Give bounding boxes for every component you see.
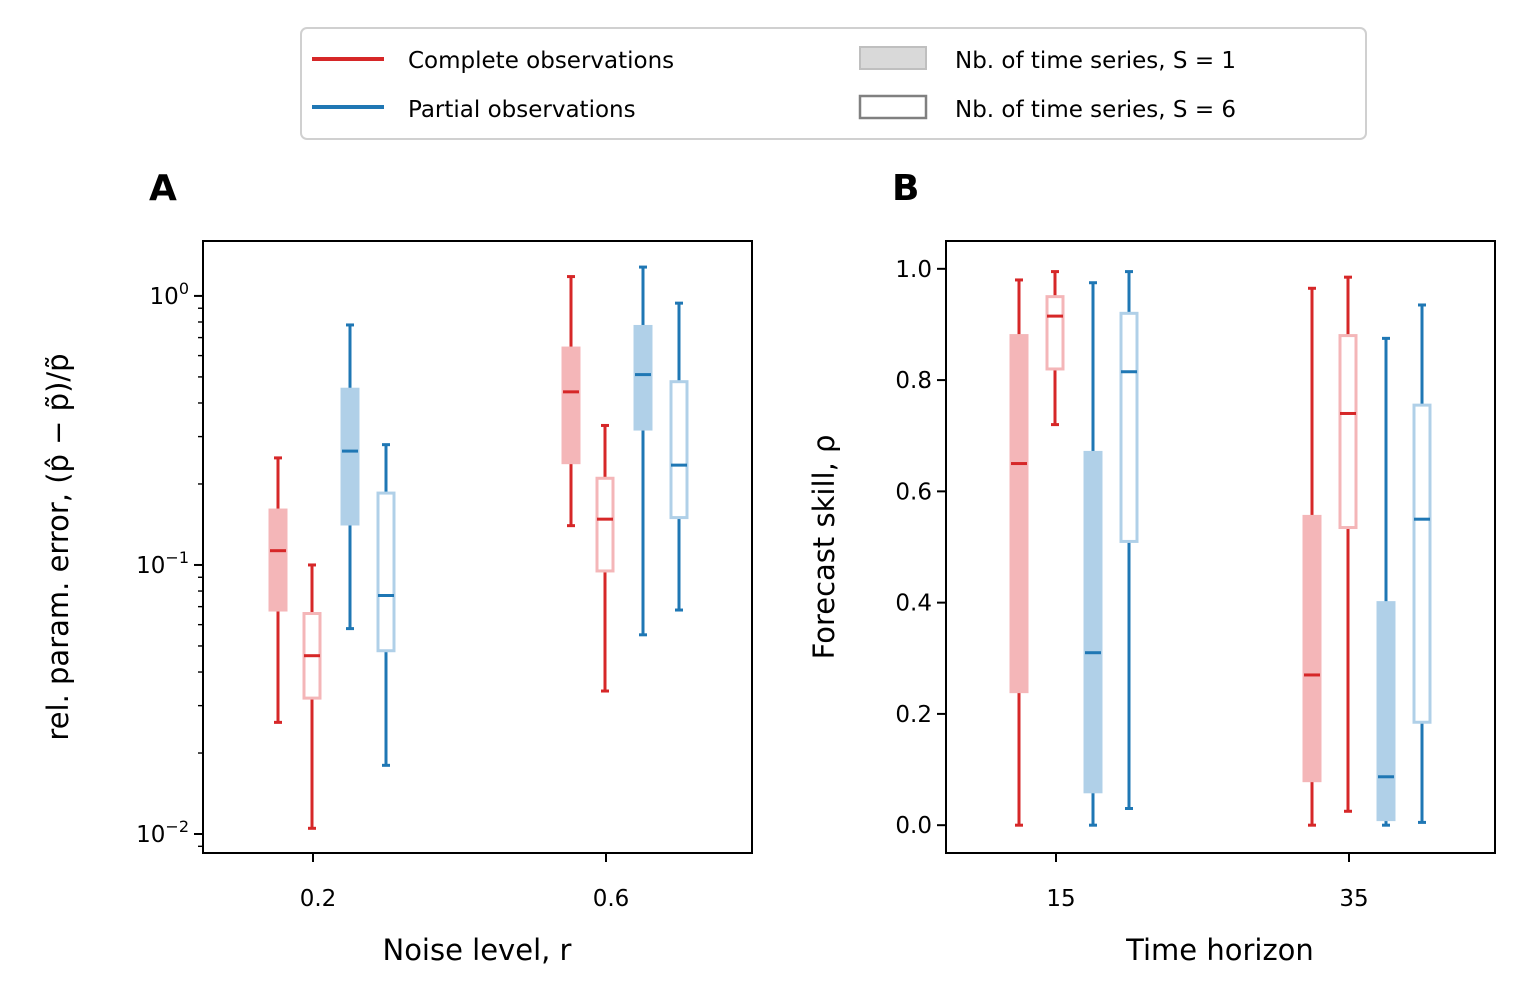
legend-label-s1: Nb. of time series, S = 1 (955, 48, 1236, 74)
complete-box-s1 (561, 275, 581, 528)
complete-box-s6 (595, 423, 615, 693)
partial-box-s6 (669, 301, 689, 612)
legend-label-complete: Complete observations (408, 48, 674, 74)
iqr-box (1045, 295, 1065, 371)
y-tick-label: 10−1 (136, 548, 189, 579)
y-tick-label: 0.6 (895, 479, 932, 505)
iqr-box (1302, 514, 1322, 783)
x-tick-label: 35 (1339, 886, 1368, 912)
iqr-box (1009, 334, 1029, 694)
iqr-box (1412, 403, 1432, 724)
iqr-box (1376, 601, 1396, 822)
x-tick-label: 0.2 (300, 886, 337, 912)
panel-b: B 0.00.20.40.60.81.0 15 35 Time horizon F… (807, 168, 1496, 967)
complete-box-s6 (1045, 270, 1065, 427)
iqr-box (268, 508, 288, 612)
panel-a-boxes (268, 265, 689, 830)
complete-box-s1 (1009, 278, 1029, 827)
panel-a-x-axis-title: Noise level, r (383, 933, 572, 967)
iqr-box (376, 491, 396, 653)
legend-frame (300, 27, 1367, 140)
panel-a-x-ticks: 0.2 0.6 (300, 853, 630, 912)
y-tick-label: 100 (150, 279, 189, 310)
y-tick-label: 0.4 (895, 591, 932, 617)
complete-box-s1 (1302, 286, 1322, 827)
legend-swatch-filled (859, 46, 927, 70)
panel-letter-a: A (149, 168, 177, 209)
complete-box-s6 (1338, 275, 1358, 813)
y-tick-label: 10−2 (136, 817, 189, 848)
panel-b-y-ticks: 0.0 0.2 0.4 0.6 0.8 1.0 (895, 257, 946, 839)
panel-a-frame (202, 240, 753, 854)
panel-a-y-axis-title: rel. param. error, (p̂ − p̃)/p̃ (41, 353, 75, 740)
partial-box-s1 (1083, 281, 1103, 827)
partial-box-s1 (1376, 336, 1396, 827)
iqr-box (669, 380, 689, 520)
partial-box-s1 (633, 265, 653, 637)
y-tick-exponent: −2 (165, 817, 189, 836)
y-tick-label: 0.0 (895, 813, 932, 839)
panel-b-x-axis-title: Time horizon (1125, 933, 1314, 967)
panel-b-x-ticks: 15 35 (1046, 853, 1369, 912)
partial-box-s6 (376, 443, 396, 767)
y-tick-base: 10 (136, 553, 165, 579)
complete-box-s6 (302, 563, 322, 830)
panel-b-frame (945, 240, 1496, 854)
x-tick-label: 0.6 (593, 886, 630, 912)
iqr-box (561, 346, 581, 465)
y-tick-label: 0.8 (895, 368, 932, 394)
partial-box-s6 (1412, 303, 1432, 824)
y-tick-label: 0.2 (895, 702, 932, 728)
iqr-box (595, 476, 615, 573)
panel-b-boxes (1009, 270, 1432, 827)
legend-label-s6: Nb. of time series, S = 6 (955, 97, 1236, 123)
y-tick-base: 10 (136, 822, 165, 848)
iqr-box (340, 387, 360, 526)
legend-label-partial: Partial observations (408, 97, 636, 123)
y-tick-exponent: 0 (179, 279, 189, 298)
y-tick-base: 10 (150, 284, 179, 310)
legend: Complete observations Partial observatio… (300, 27, 1367, 140)
x-tick-label: 15 (1046, 886, 1075, 912)
legend-swatch-open (858, 94, 928, 120)
iqr-box (1338, 334, 1358, 530)
y-tick-label: 1.0 (895, 257, 932, 283)
iqr-box (633, 324, 653, 431)
partial-box-s1 (340, 323, 360, 631)
partial-box-s6 (1119, 270, 1139, 810)
y-tick-exponent: −1 (165, 548, 189, 567)
iqr-box (1083, 450, 1103, 794)
complete-box-s1 (268, 456, 288, 724)
iqr-box (1119, 311, 1139, 543)
panel-b-y-axis-title: Forecast skill, ρ (807, 435, 841, 660)
panel-letter-b: B (892, 168, 919, 209)
